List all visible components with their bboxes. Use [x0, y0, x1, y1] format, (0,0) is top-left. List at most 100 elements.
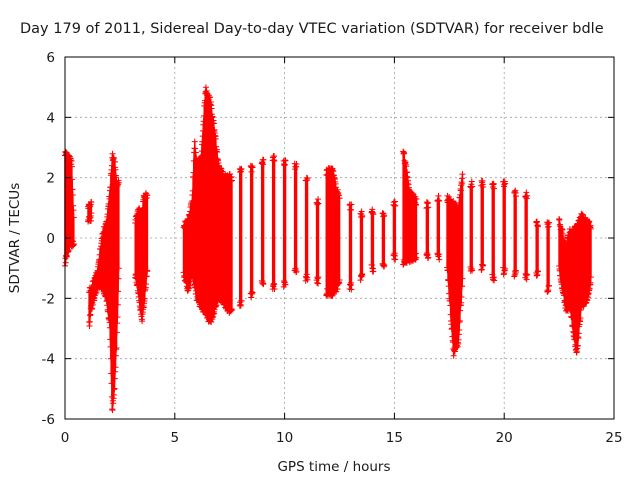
data-point — [587, 274, 594, 281]
data-point — [436, 197, 443, 204]
data-point — [114, 301, 121, 308]
axis-ticks: 0 5 10 15 20 25 -6 -4 -2 0 2 4 6 — [42, 50, 623, 446]
data-point — [192, 149, 199, 156]
data-point — [456, 326, 463, 333]
data-points — [62, 84, 594, 414]
data-point — [513, 193, 520, 200]
data-point — [228, 177, 235, 184]
data-point — [403, 163, 410, 170]
data-point — [212, 135, 219, 142]
data-point — [315, 280, 322, 287]
data-point — [502, 265, 509, 272]
x-tick-label: 0 — [61, 430, 70, 446]
data-point — [114, 314, 121, 321]
data-point — [271, 286, 278, 293]
data-point — [450, 352, 457, 359]
y-tick-label: -6 — [42, 412, 55, 428]
data-point — [524, 271, 531, 278]
data-point — [459, 275, 466, 282]
data-point — [455, 336, 462, 343]
data-point — [575, 330, 582, 337]
data-point — [535, 223, 542, 230]
data-point — [480, 262, 487, 269]
data-point — [109, 407, 116, 414]
data-point — [87, 311, 94, 318]
data-point — [578, 210, 585, 217]
data-point — [111, 385, 118, 392]
data-point — [314, 279, 321, 286]
data-point — [110, 391, 117, 398]
data-point — [452, 201, 459, 208]
data-point — [88, 217, 95, 224]
data-point — [401, 150, 408, 157]
data-point — [89, 301, 96, 308]
data-point — [89, 305, 96, 312]
data-point — [425, 204, 432, 211]
data-point — [425, 254, 432, 261]
data-point — [112, 364, 119, 371]
data-point — [113, 345, 120, 352]
data-point — [214, 149, 221, 156]
data-point — [336, 276, 343, 283]
x-tick-label: 15 — [386, 430, 403, 446]
data-point — [88, 210, 95, 217]
data-point — [206, 94, 213, 101]
data-point — [260, 156, 267, 163]
data-point — [69, 186, 76, 193]
data-point — [392, 202, 399, 209]
data-point — [70, 240, 77, 247]
data-point — [404, 169, 411, 176]
data-point — [334, 286, 341, 293]
data-point — [115, 265, 122, 272]
data-point — [62, 259, 69, 266]
data-point — [238, 297, 245, 304]
y-axis-label: SDTVAR / TECUs — [7, 183, 23, 293]
data-point — [392, 256, 399, 263]
data-point — [457, 307, 464, 314]
data-point — [535, 268, 542, 275]
data-point — [404, 174, 411, 181]
data-point — [469, 183, 476, 190]
data-point — [458, 299, 465, 306]
data-point — [249, 164, 256, 171]
data-point — [359, 212, 366, 219]
data-point — [238, 166, 245, 173]
data-point — [587, 225, 594, 232]
data-point — [491, 185, 498, 192]
data-point — [115, 179, 122, 186]
data-point — [348, 201, 355, 208]
data-point — [545, 219, 552, 226]
data-point — [115, 275, 122, 282]
data-point — [524, 192, 531, 199]
data-point — [112, 352, 119, 359]
data-point — [348, 286, 355, 293]
data-point — [574, 342, 581, 349]
data-point — [282, 281, 289, 288]
data-point — [469, 267, 476, 274]
data-point — [143, 273, 150, 280]
data-point — [523, 189, 530, 196]
y-tick-label: -4 — [42, 352, 55, 368]
data-point — [271, 157, 278, 164]
data-point — [413, 254, 420, 261]
data-point — [143, 281, 150, 288]
data-point — [315, 200, 322, 207]
data-point — [208, 319, 215, 326]
data-point — [69, 176, 76, 183]
data-point — [304, 276, 311, 283]
data-point — [112, 166, 119, 173]
data-point — [88, 199, 95, 206]
chart-title: Day 179 of 2011, Sidereal Day-to-day VTE… — [20, 21, 604, 37]
data-point — [315, 274, 322, 281]
data-point — [370, 211, 377, 218]
data-point — [249, 289, 256, 296]
data-point — [459, 171, 466, 178]
data-point — [114, 320, 121, 327]
data-point — [446, 193, 453, 200]
data-point — [213, 302, 220, 309]
data-point — [293, 160, 300, 167]
data-point — [68, 163, 75, 170]
data-point — [370, 268, 377, 275]
data-point — [304, 175, 311, 182]
x-tick-label: 10 — [276, 430, 293, 446]
